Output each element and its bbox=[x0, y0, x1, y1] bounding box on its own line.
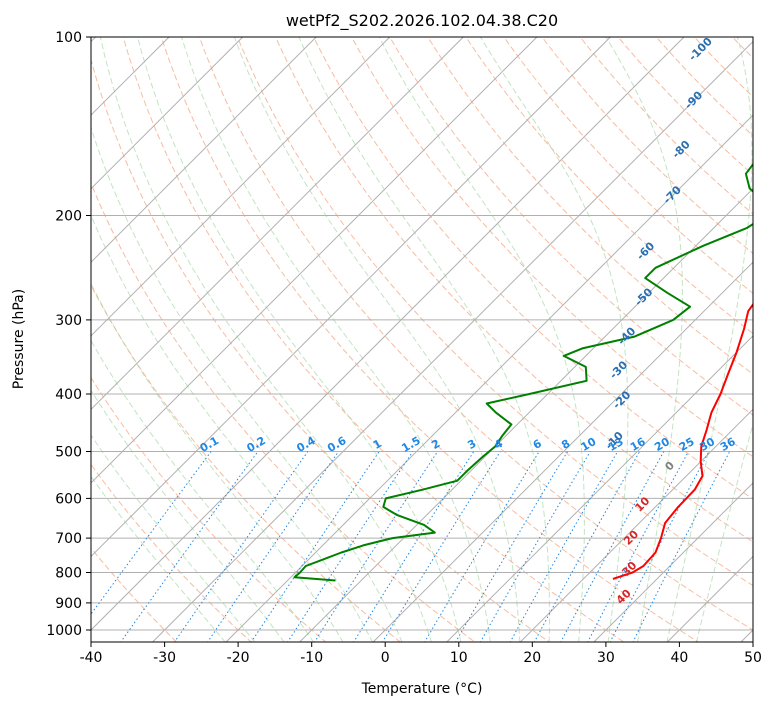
isotherm-line bbox=[91, 37, 391, 337]
dry-adiabat-line bbox=[427, 37, 753, 375]
y-tick-label: 400 bbox=[55, 387, 82, 403]
isotherm-line bbox=[91, 37, 244, 190]
x-axis-label: Temperature (°C) bbox=[361, 681, 483, 697]
dry-adiabat-line bbox=[91, 57, 551, 642]
moist-adiabat-line bbox=[298, 37, 550, 642]
y-tick-label: 700 bbox=[55, 531, 82, 547]
y-tick-label: 800 bbox=[55, 566, 82, 582]
x-tick-label: -40 bbox=[80, 650, 103, 666]
moist-adiabat-line bbox=[99, 37, 432, 642]
mixing-ratio-line bbox=[207, 451, 340, 642]
dry-adiabat-line bbox=[198, 37, 753, 631]
dry-adiabat-line bbox=[579, 37, 753, 215]
y-axis-label: Pressure (hPa) bbox=[11, 289, 27, 389]
dry-adiabat-line bbox=[465, 37, 753, 335]
axis-layer: -40 -30 -20 -10 0 10 20 30 40 50 100 200 300 400 500 60… bbox=[46, 30, 762, 666]
isotherm-line bbox=[372, 261, 753, 642]
y-tick-label: 500 bbox=[55, 445, 82, 461]
y-tick-label: 600 bbox=[55, 491, 82, 507]
dry-adiabat-line bbox=[236, 37, 753, 587]
moist-adiabat-line bbox=[479, 37, 629, 642]
isotherm-line bbox=[152, 40, 753, 642]
x-tick-label: -20 bbox=[227, 650, 250, 666]
x-tick-label: -30 bbox=[153, 650, 176, 666]
mixing-ratio-line bbox=[632, 451, 731, 642]
isotherm-line bbox=[519, 408, 753, 642]
plot-frame bbox=[90, 36, 754, 643]
moist-adiabat-line bbox=[91, 214, 373, 642]
x-tick-label: 20 bbox=[523, 650, 541, 666]
isotherm-line bbox=[593, 482, 753, 642]
x-tick-label: -10 bbox=[300, 650, 323, 666]
mixing-ratio-line bbox=[509, 451, 619, 642]
moist-adiabat-line bbox=[91, 389, 285, 642]
mixing-ratio-line bbox=[250, 451, 380, 642]
dry-adiabat-line bbox=[503, 37, 753, 294]
isotherm-line bbox=[91, 37, 464, 411]
dry-adiabat-line bbox=[91, 376, 327, 642]
moist-adiabat-line bbox=[137, 37, 462, 642]
mixing-ratio-line bbox=[173, 451, 309, 642]
dewpoint-curve bbox=[293, 162, 753, 582]
mixing-ratio-line bbox=[287, 451, 414, 642]
moist-adiabat-line bbox=[233, 37, 521, 642]
isotherm-line bbox=[446, 335, 753, 642]
y-tick-label: 1000 bbox=[46, 623, 82, 639]
x-tick-label: 50 bbox=[744, 650, 762, 666]
data-layer bbox=[293, 162, 753, 582]
isotherm-line bbox=[91, 37, 317, 263]
mixing-ratio-line bbox=[381, 451, 501, 642]
isotherm-line bbox=[225, 114, 753, 642]
mixing-ratio-line bbox=[560, 451, 665, 642]
x-tick-label: 10 bbox=[450, 650, 468, 666]
dry-adiabat-line bbox=[275, 37, 753, 543]
isotherm-line bbox=[299, 187, 753, 642]
y-tick-label: 900 bbox=[55, 596, 82, 612]
moist-adiabat-line bbox=[91, 434, 256, 642]
moist-adiabat-line bbox=[91, 282, 344, 642]
mixing-ratio-line bbox=[91, 451, 212, 615]
grid-layer bbox=[91, 37, 753, 642]
mixing-ratio-line bbox=[313, 451, 439, 642]
chart-title: wetPf2_S202.2026.102.04.38.C20 bbox=[286, 11, 558, 31]
moist-adiabat-line bbox=[91, 475, 226, 642]
mixing-ratio-line bbox=[533, 451, 641, 642]
y-tick-label: 100 bbox=[55, 30, 82, 46]
dry-adiabat-line bbox=[91, 284, 402, 642]
isotherm-line bbox=[91, 37, 538, 484]
x-tick-label: 40 bbox=[670, 650, 688, 666]
moist-adiabat-line bbox=[181, 37, 491, 642]
moist-adiabat-line bbox=[378, 37, 585, 642]
dry-adiabat-line bbox=[617, 37, 753, 176]
mixing-ratio-line bbox=[353, 451, 475, 642]
isotherm-line bbox=[91, 37, 611, 558]
x-tick-label: 0 bbox=[381, 650, 390, 666]
y-tick-label: 200 bbox=[55, 209, 82, 225]
temperature-curve bbox=[612, 302, 753, 580]
dry-adiabat-line bbox=[389, 37, 753, 416]
dry-adiabat-line bbox=[351, 37, 753, 458]
isotherm-line bbox=[91, 37, 685, 631]
moist-adiabat-line bbox=[91, 339, 315, 642]
mixing-ratio-line bbox=[587, 451, 689, 642]
mixing-ratio-line bbox=[424, 451, 540, 642]
y-tick-label: 300 bbox=[55, 313, 82, 329]
dry-adiabat-line bbox=[313, 37, 753, 500]
moist-adiabat-line bbox=[605, 37, 683, 642]
x-tick-label: 30 bbox=[597, 650, 615, 666]
dry-adiabat-line bbox=[160, 37, 700, 642]
dry-adiabat-line bbox=[122, 37, 625, 642]
moist-adiabat-line bbox=[695, 422, 753, 642]
mixing-ratio-line bbox=[120, 451, 259, 642]
